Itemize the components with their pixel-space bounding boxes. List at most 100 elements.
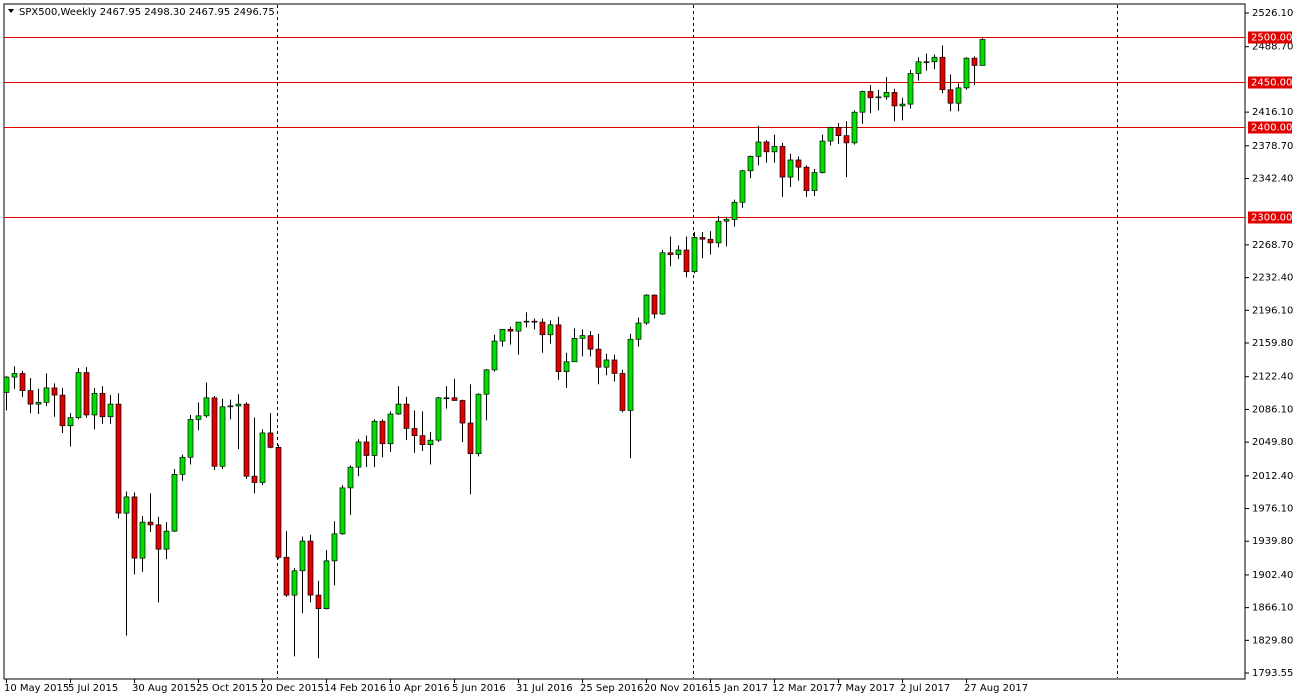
candle-body [595,348,602,368]
candle-body [195,415,202,420]
candle-body [507,328,514,332]
candle-body [451,397,458,401]
candle-body [867,91,874,99]
candle-body [163,530,170,550]
candle-body [99,392,106,418]
candle-body [739,170,746,203]
candle-body [603,359,610,368]
level-label: 2400.00 [1251,123,1292,134]
candle-body [539,321,546,336]
candle-body [419,435,426,446]
candle-body [523,320,530,323]
candle-body [147,521,154,526]
candle-body [339,487,346,535]
candle-body [963,57,970,89]
candle-body [467,422,474,455]
menu-arrow[interactable] [8,9,14,13]
candle-body [787,159,794,178]
y-tick-label: 2049.80 [1252,437,1293,448]
candle-body [435,397,442,441]
level-label-box [1248,121,1292,134]
candle-body [971,57,978,66]
candle-body [651,294,658,315]
x-tick-label: 5 Jul 2015 [68,683,118,694]
candle-body [203,397,210,417]
candle-body [899,103,906,107]
candle-body [307,540,314,596]
level-label: 2500.00 [1251,33,1292,44]
candle-body [347,466,354,489]
x-tick-label: 31 Jul 2016 [516,683,573,694]
candle-body [675,249,682,255]
candle-body [283,556,290,596]
candle-body [227,405,234,408]
candle-body [747,156,754,172]
y-tick-label: 2342.40 [1252,174,1293,185]
candle-body [171,474,178,532]
candle-body [411,428,418,436]
candle-body [683,249,690,273]
candle-body [459,400,466,424]
y-tick-label: 1866.10 [1252,603,1293,614]
candle-body [707,238,714,244]
y-tick-label: 2232.40 [1252,273,1293,284]
candle-body [443,397,450,399]
y-tick-label: 2012.40 [1252,471,1293,482]
candle-body [155,524,162,550]
candle-body [875,96,882,99]
candle-body [579,335,586,339]
candle-body [619,373,626,411]
candle-body [91,392,98,416]
candle-body [371,420,378,456]
x-tick-label: 20 Dec 2015 [260,683,324,694]
candle-body [315,594,322,609]
candle-body [643,294,650,324]
candle-body [939,56,946,91]
candle-body [563,361,570,373]
candle-body [611,359,618,374]
candle-body [755,141,762,157]
candle-body [59,394,66,427]
candle-body [635,322,642,340]
y-tick-label: 2378.70 [1252,141,1293,152]
y-tick-label: 2268.70 [1252,240,1293,251]
candle-body [267,432,274,448]
candle-body [531,320,538,323]
candle-body [699,237,706,240]
x-tick-label: 2 Jul 2017 [900,683,950,694]
candle-body [723,219,730,222]
level-label: 2300.00 [1251,213,1292,224]
candle-body [731,201,738,220]
plot-frame [3,3,1246,680]
candle-body [515,321,522,332]
candle-body [387,413,394,445]
x-tick-label: 25 Sep 2016 [580,683,643,694]
candle-body [715,220,722,244]
candle-body [211,397,218,467]
candle-body [955,87,962,104]
y-tick-label: 2488.70 [1252,42,1293,53]
candle-body [779,146,786,178]
x-tick-label: 10 May 2015 [4,683,69,694]
x-tick-label: 10 Apr 2016 [388,683,450,694]
candle-body [923,61,930,63]
candle-body [323,560,330,609]
candle-body [187,419,194,458]
candle-body [587,335,594,350]
candle-body [931,56,938,63]
level-label: 2450.00 [1251,78,1292,89]
x-tick-label: 27 Aug 2017 [964,683,1028,694]
candle-body [235,403,242,407]
candle-body [659,252,666,315]
y-tick-label: 2416.10 [1252,107,1293,118]
candle-body [35,401,42,405]
y-tick-label: 2196.10 [1252,305,1293,316]
candle-body [19,373,26,391]
candle-body [43,387,50,403]
x-tick-label: 7 May 2017 [836,683,895,694]
candle-body [907,73,914,105]
candle-body [803,166,810,191]
y-tick-label: 1793.55 [1252,668,1293,679]
x-tick-label: 20 Nov 2016 [644,683,708,694]
candle-body [75,372,82,418]
